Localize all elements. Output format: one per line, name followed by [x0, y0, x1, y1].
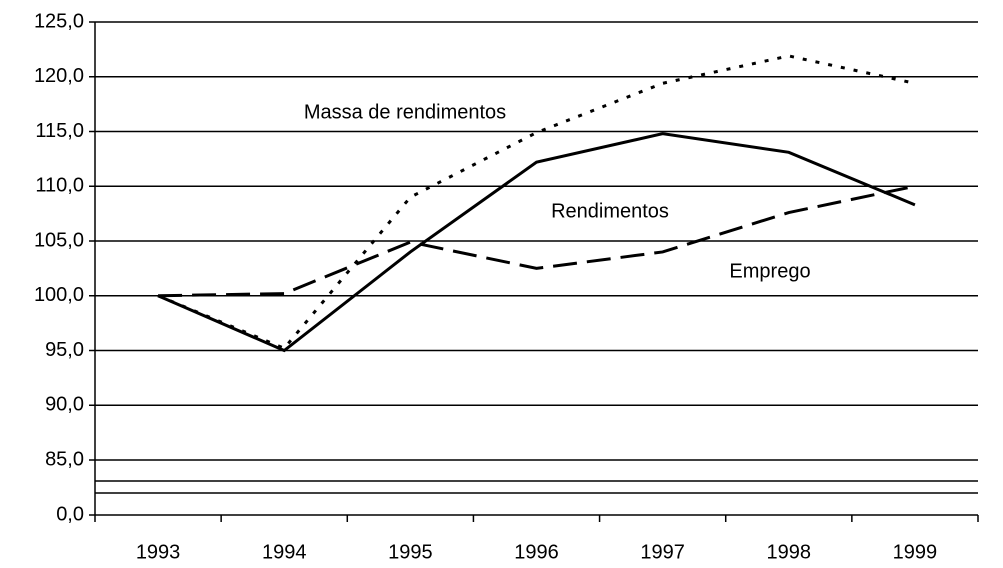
y-tick-label: 85,0	[45, 448, 84, 470]
series-line	[157, 54, 916, 351]
y-tick-label: 90,0	[45, 394, 84, 416]
series-line	[158, 184, 916, 298]
y-tick-label: 0,0	[56, 503, 84, 525]
series-label: Rendimentos	[551, 200, 669, 222]
x-tick-label: 1998	[767, 541, 812, 563]
y-tick-label: 120,0	[34, 65, 84, 87]
x-tick-label: 1999	[893, 541, 938, 563]
series-label: Massa de rendimentos	[304, 101, 506, 123]
y-tick-label: 95,0	[45, 339, 84, 361]
series-line	[157, 132, 916, 353]
y-tick-label: 115,0	[35, 120, 84, 142]
x-tick-label: 1993	[136, 541, 181, 563]
y-tick-label: 125,0	[34, 10, 84, 32]
x-tick-label: 1997	[640, 541, 685, 563]
y-tick-label: 100,0	[34, 284, 84, 306]
x-tick-label: 1995	[388, 541, 433, 563]
series-label: Emprego	[729, 260, 810, 282]
x-tick-label: 1996	[514, 541, 559, 563]
y-tick-label: 105,0	[34, 229, 84, 251]
y-tick-label: 110,0	[35, 175, 84, 197]
x-tick-label: 1994	[262, 541, 307, 563]
